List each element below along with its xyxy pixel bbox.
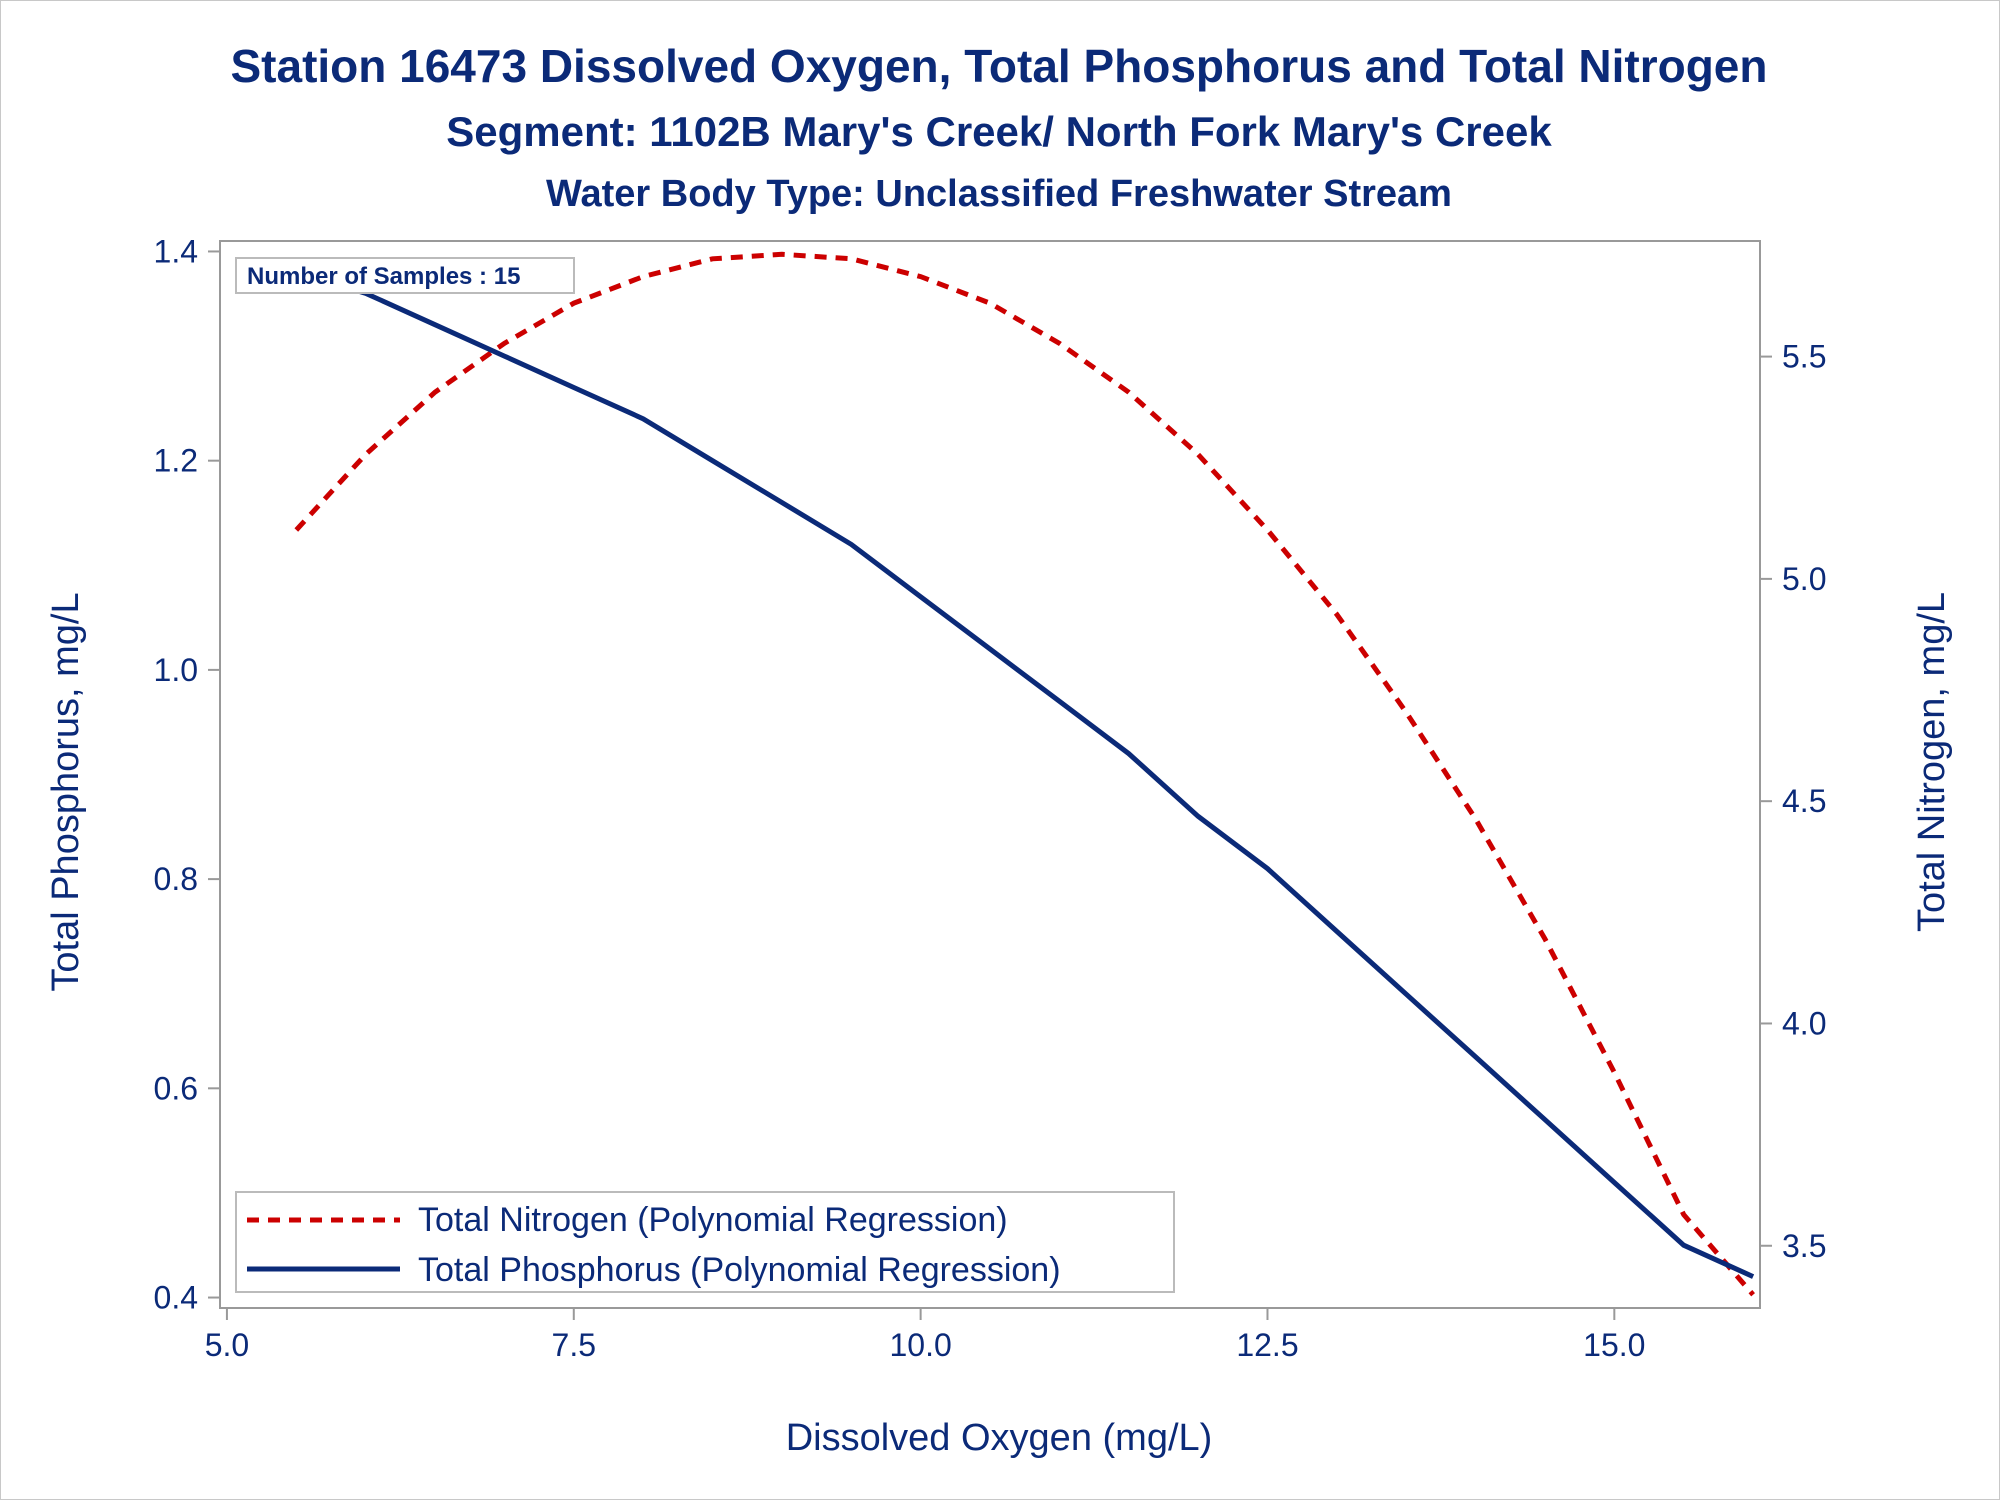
x-tick-label: 12.5 <box>1236 1327 1298 1363</box>
y-right-tick-label: 5.0 <box>1782 561 1826 597</box>
x-axis: 5.0 7.5 10.0 12.5 15.0 <box>205 1308 1645 1363</box>
y-left-tick-label: 1.4 <box>154 233 198 269</box>
x-tick-label: 5.0 <box>205 1327 249 1363</box>
legend-label-total-nitrogen: Total Nitrogen (Polynomial Regression) <box>418 1201 1008 1239</box>
chart-subtitle-2: Water Body Type: Unclassified Freshwater… <box>546 173 1452 215</box>
y-right-tick-label: 4.5 <box>1782 783 1826 819</box>
y-right-tick-label: 4.0 <box>1782 1005 1826 1041</box>
sample-count-box: Number of Samples : 15 <box>235 257 575 294</box>
series-line-total-phosphorus <box>295 270 1755 1279</box>
y-left-tick-label: 1.2 <box>154 443 198 479</box>
y-left-tick-label: 0.8 <box>154 861 198 897</box>
x-axis-label: Dissolved Oxygen (mg/L) <box>786 1417 1213 1459</box>
x-tick-label: 7.5 <box>552 1327 596 1363</box>
sample-count-label: Number of Samples : 15 <box>247 263 520 290</box>
y-left-tick-label: 0.6 <box>154 1070 198 1106</box>
plot-area <box>219 240 1761 1309</box>
chart-title: Station 16473 Dissolved Oxygen, Total Ph… <box>230 40 1767 92</box>
legend-label-total-phosphorus: Total Phosphorus (Polynomial Regression) <box>418 1251 1061 1289</box>
y-left-tick-label: 0.4 <box>154 1280 198 1316</box>
x-tick-label: 10.0 <box>889 1327 951 1363</box>
chart-subtitle: Segment: 1102B Mary's Creek/ North Fork … <box>446 108 1552 155</box>
y-left-tick-label: 1.0 <box>154 652 198 688</box>
x-tick-label: 15.0 <box>1583 1327 1645 1363</box>
sample-count-frame <box>235 257 575 294</box>
y-right-tick-label: 3.5 <box>1782 1228 1826 1264</box>
y-axis-left: 0.4 0.6 0.8 1.0 1.2 1.4 <box>154 233 220 1316</box>
y-axis-right-label: Total Nitrogen, mg/L <box>1911 592 1953 932</box>
series-line-total-nitrogen <box>294 251 1755 1297</box>
legend-frame <box>235 1191 1175 1293</box>
y-axis-left-label: Total Phosphorus, mg/L <box>45 592 87 991</box>
legend: Total Nitrogen (Polynomial Regression) T… <box>235 1191 1175 1293</box>
y-axis-right: 3.5 4.0 4.5 5.0 5.5 <box>1760 339 1826 1264</box>
y-right-tick-label: 5.5 <box>1782 339 1826 375</box>
